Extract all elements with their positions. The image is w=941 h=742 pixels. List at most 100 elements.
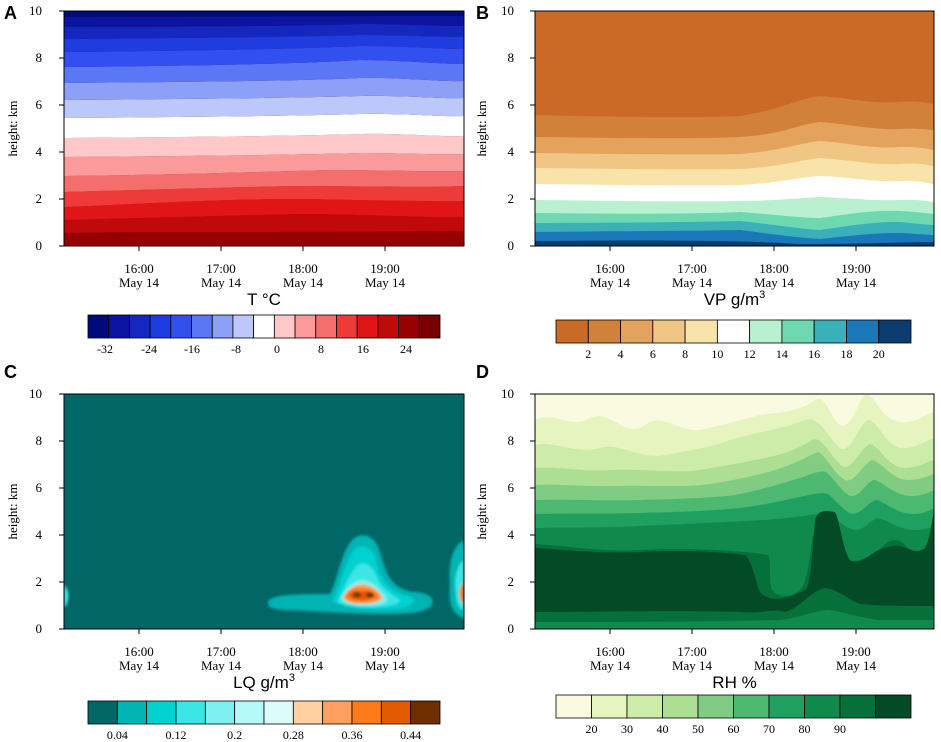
panel-c-colorbar-swatch: [351, 700, 382, 725]
panel-a-colorbar-swatch: [253, 314, 275, 339]
panel-a-xtick-date: May 14: [283, 275, 324, 290]
panel-a-label: A: [4, 3, 17, 23]
panel-a-colorbar-swatch: [108, 314, 130, 339]
panel-a-colorbar-swatch: [211, 314, 234, 339]
panel-d-label: D: [476, 362, 489, 382]
panel-d-xtick-time: 19:00: [841, 644, 871, 659]
panel-d-title: RH %: [712, 673, 756, 692]
panel-a-colorbar-swatch: [398, 314, 420, 339]
panel-a-colorbar-swatch: [129, 314, 151, 339]
panel-a-title-unit: °C: [262, 290, 281, 309]
panel-c-colorbar-swatch: [380, 700, 412, 725]
panel-d-colorbar-swatch: [662, 694, 699, 719]
panel-d-colorbar-swatch: [839, 694, 876, 719]
panel-d-colorbar-swatch: [733, 694, 770, 719]
panel-b-colorbar-label: 6: [650, 347, 656, 361]
panel-d-xtick-date: May 14: [754, 658, 795, 673]
panel-a-ytick-label: 10: [29, 3, 42, 18]
panel-b-xtick-date: May 14: [836, 275, 877, 290]
panel-d-xtick-date: May 14: [672, 658, 713, 673]
panel-c-xtick-time: 17:00: [206, 644, 236, 659]
panel-a-colorbar-label: 16: [357, 342, 369, 356]
panel-a-colorbar-label: -24: [141, 342, 157, 356]
panel-c-colorbar-label: 0.2: [227, 728, 242, 742]
panel-d-colorbar-swatch: [875, 694, 912, 719]
panel-c-ytick-label: 6: [36, 480, 43, 495]
panel-b-colorbar-swatch: [684, 319, 718, 344]
panel-d-ylabel: height: km: [474, 484, 489, 540]
panel-d-colorbar-label: 80: [799, 722, 811, 736]
panel-d-ytick-label: 0: [508, 621, 515, 636]
panel-a-xtick-date: May 14: [119, 275, 160, 290]
panel-d-colorbar-swatch: [555, 694, 592, 719]
panel-b-colorbar-swatch: [620, 319, 654, 344]
panel-d-xtick-time: 17:00: [677, 644, 707, 659]
panel-d-colorbar-label: 20: [586, 722, 598, 736]
panel-a-title-var: T: [247, 290, 262, 309]
panel-c-colorbar-label: 0.44: [400, 728, 421, 742]
panel-a-colorbar-swatch: [356, 314, 379, 339]
panel-c-colorbar-label: 0.36: [342, 728, 363, 742]
panel-b-colorbar-label: 16: [808, 347, 820, 361]
panel-d-colorbar-swatch: [626, 694, 663, 719]
panel-c-xtick-date: May 14: [119, 658, 160, 673]
panel-b-colorbar-label: 2: [585, 347, 591, 361]
panel-a-colorbar-swatch: [191, 314, 213, 339]
panel-c: [63, 393, 465, 630]
panel-d-colorbar-label: 30: [621, 722, 633, 736]
panel-c-ytick-label: 8: [36, 433, 43, 448]
panel-b-ytick-label: 4: [508, 144, 515, 159]
panel-b-title-unit-sup: 3: [759, 289, 765, 301]
panel-a-ylabel: height: km: [5, 101, 20, 157]
panel-b-xtick-time: 16:00: [595, 261, 625, 276]
panel-c-xtick-date: May 14: [201, 658, 242, 673]
panel-a-colorbar-label: 8: [318, 342, 324, 356]
panel-a-ytick-label: 8: [36, 50, 43, 65]
panel-b-label: B: [476, 3, 489, 23]
panel-b-ylabel: height: km: [474, 101, 489, 157]
panel-c-colorbar-swatch: [87, 700, 118, 725]
panel-d-xtick-date: May 14: [590, 658, 631, 673]
panel-d-colorbar-swatch: [591, 694, 628, 719]
panel-c-field: [64, 394, 464, 629]
panel-d-colorbar-swatch: [768, 694, 805, 719]
panel-d-colorbar-label: 40: [657, 722, 669, 736]
panel-d-colorbar-label: 70: [763, 722, 775, 736]
panel-a-xtick-date: May 14: [201, 275, 242, 290]
panel-c-colorbar-swatch: [116, 700, 148, 725]
panel-c-colorbar-swatch: [175, 700, 206, 725]
panel-b-xtick-time: 18:00: [759, 261, 789, 276]
panel-c-colorbar-swatch: [204, 700, 236, 725]
panel-d-title-var: RH: [712, 673, 741, 692]
panel-d-colorbar-label: 60: [728, 722, 740, 736]
panel-a-colorbar-label: 0: [274, 342, 280, 356]
panel-c-title: LQ g/m3: [233, 672, 295, 692]
panel-b-colorbar-swatch: [555, 319, 589, 344]
panel-a-xtick-time: 18:00: [288, 261, 318, 276]
panel-d-ytick-label: 4: [508, 527, 515, 542]
panel-b-title-unit: g/m: [731, 290, 759, 309]
panel-a-colorbar-swatch: [377, 314, 399, 339]
panel-a-xtick-time: 19:00: [370, 261, 400, 276]
panel-a-colorbar-label: -8: [231, 342, 241, 356]
panel-c-colorbar-label: 0.12: [166, 728, 187, 742]
panel-b-xtick-date: May 14: [754, 275, 795, 290]
panel-b-ytick-label: 0: [508, 238, 515, 253]
panel-b-title-var: VP: [704, 290, 731, 309]
panel-d-ytick-label: 8: [508, 433, 515, 448]
panel-c-xtick-time: 18:00: [288, 644, 318, 659]
panel-c-xtick-time: 19:00: [370, 644, 400, 659]
panel-c-colorbar-swatch: [410, 700, 441, 725]
panel-b-xtick-time: 17:00: [677, 261, 707, 276]
panel-c-ytick-label: 0: [36, 621, 43, 636]
panel-a-xtick-date: May 14: [365, 275, 406, 290]
panel-d-xtick-time: 16:00: [595, 644, 625, 659]
panel-a-ytick-label: 0: [36, 238, 43, 253]
panel-a-colorbar-label: 24: [400, 342, 412, 356]
panel-a-colorbar-label: -16: [184, 342, 200, 356]
panel-a-ytick-label: 4: [36, 144, 43, 159]
panel-d-title-unit: %: [742, 673, 757, 692]
panel-a-colorbar-swatch: [149, 314, 172, 339]
panel-c-ytick-label: 10: [29, 386, 42, 401]
